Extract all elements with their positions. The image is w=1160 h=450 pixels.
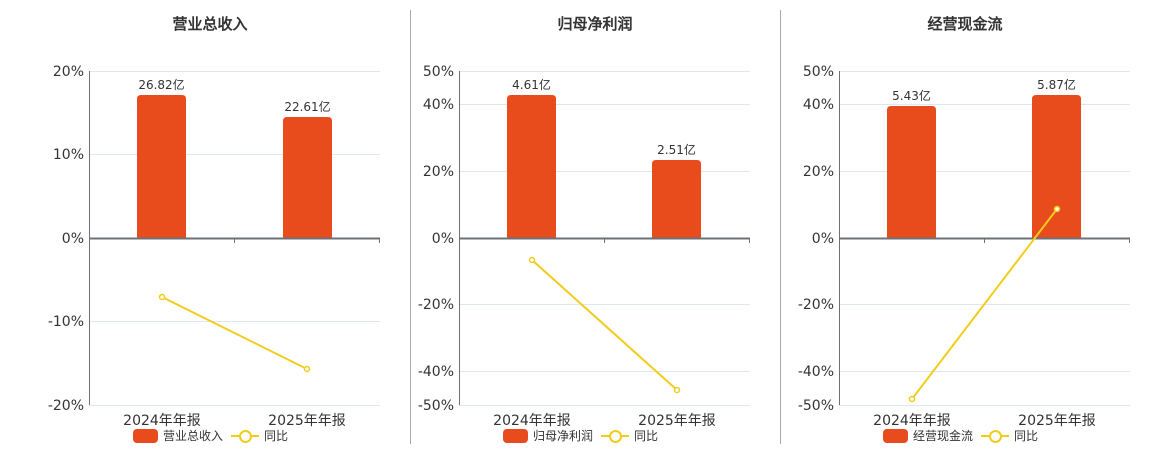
legend-line-label[interactable]: 同比 xyxy=(264,429,289,443)
chart-title: 经营现金流 xyxy=(927,15,1003,33)
y-tick: -50% xyxy=(418,398,454,414)
chart-panel-revenue: 营业总收入 20% 10% 0% -10% -20% 26.82亿 22.61亿 xyxy=(0,0,420,450)
bar[interactable] xyxy=(283,117,332,238)
panel-divider xyxy=(410,10,411,444)
legend-line-marker-icon[interactable] xyxy=(231,429,260,443)
legend-line-marker-icon[interactable] xyxy=(981,429,1010,443)
x-category-label: 2025年年报 xyxy=(638,413,716,429)
bar-value-label: 5.43亿 xyxy=(892,88,931,103)
x-category-label: 2025年年报 xyxy=(268,413,346,429)
y-tick: -40% xyxy=(418,364,454,380)
y-tick: 50% xyxy=(803,64,834,80)
x-category-label: 2024年年报 xyxy=(493,413,571,429)
bar-value-label: 5.87亿 xyxy=(1037,77,1076,92)
legend-bar-swatch-icon[interactable] xyxy=(883,428,908,443)
y-tick: 0% xyxy=(812,231,834,247)
bar-value-label: 4.61亿 xyxy=(512,77,551,92)
chart-title: 营业总收入 xyxy=(172,15,248,33)
yoy-point[interactable] xyxy=(673,386,681,394)
y-tick-labels: 50% 40% 20% 0% -20% -40% -50% xyxy=(418,64,454,414)
y-tick: 50% xyxy=(423,64,454,80)
y-tick: 20% xyxy=(423,164,454,180)
y-tick: 20% xyxy=(53,64,84,80)
chart-panel-net-profit: 归母净利润 50% 40% 20% 0% -20% -40% -50% 4.61… xyxy=(410,0,780,450)
chart-plot: 20% 10% 0% -10% -20% 26.82亿 22.61亿 2024年… xyxy=(48,64,380,429)
chart-plot: 50% 40% 20% 0% -20% -40% -50% 4.61亿 2.51… xyxy=(418,64,750,429)
grid-lines xyxy=(89,71,380,406)
x-category-label: 2024年年报 xyxy=(123,413,201,429)
yoy-point[interactable] xyxy=(528,256,536,264)
panel-divider xyxy=(780,10,781,444)
x-category-label: 2025年年报 xyxy=(1018,413,1096,429)
bar[interactable] xyxy=(887,106,936,238)
bar[interactable] xyxy=(652,160,701,238)
y-tick: 10% xyxy=(53,147,84,163)
y-tick-labels: 20% 10% 0% -10% -20% xyxy=(48,64,84,414)
legend-bar-swatch-icon[interactable] xyxy=(503,428,528,443)
legend-line-label[interactable]: 同比 xyxy=(1014,429,1039,443)
bar[interactable] xyxy=(1032,95,1081,238)
chart-legend: 营业总收入 同比 xyxy=(133,427,288,444)
x-axis xyxy=(459,237,750,243)
y-tick: -10% xyxy=(48,314,84,330)
legend-bar-label[interactable]: 经营现金流 xyxy=(913,429,974,443)
yoy-point[interactable] xyxy=(908,395,916,403)
y-tick: -50% xyxy=(798,398,834,414)
legend-bar-swatch-icon[interactable] xyxy=(133,428,158,443)
chart-legend: 归母净利润 同比 xyxy=(503,427,658,444)
chart-panel-operating-cash-flow: 经营现金流 50% 40% 20% 0% -20% -40% -50% 5.43… xyxy=(780,0,1160,450)
y-tick: 40% xyxy=(803,97,834,113)
bar-value-label: 26.82亿 xyxy=(138,77,184,92)
y-tick: -20% xyxy=(798,297,834,313)
legend-line-marker-icon[interactable] xyxy=(601,429,630,443)
y-tick: -20% xyxy=(48,398,84,414)
yoy-line[interactable] xyxy=(531,259,678,391)
chart-plot: 50% 40% 20% 0% -20% -40% -50% 5.43亿 5.87… xyxy=(798,64,1130,429)
y-tick: 20% xyxy=(803,164,834,180)
y-tick: 0% xyxy=(62,231,84,247)
x-category-label: 2024年年报 xyxy=(873,413,951,429)
legend-bar-label[interactable]: 归母净利润 xyxy=(533,429,594,443)
chart-title: 归母净利润 xyxy=(557,15,633,33)
y-tick: 0% xyxy=(432,231,454,247)
yoy-line[interactable] xyxy=(911,208,1058,400)
legend-line-label[interactable]: 同比 xyxy=(634,429,659,443)
bar[interactable] xyxy=(507,95,556,238)
y-tick: -20% xyxy=(418,297,454,313)
bar-value-label: 2.51亿 xyxy=(657,142,696,157)
x-axis xyxy=(839,237,1130,243)
bar[interactable] xyxy=(137,95,186,238)
y-tick: -40% xyxy=(798,364,834,380)
y-tick-labels: 50% 40% 20% 0% -20% -40% -50% xyxy=(798,64,834,414)
yoy-point[interactable] xyxy=(1053,205,1061,213)
y-tick: 40% xyxy=(423,97,454,113)
yoy-point[interactable] xyxy=(158,293,166,301)
bar-value-label: 22.61亿 xyxy=(284,99,330,114)
chart-legend: 经营现金流 同比 xyxy=(883,427,1038,444)
legend-bar-label[interactable]: 营业总收入 xyxy=(163,429,224,443)
yoy-point[interactable] xyxy=(303,365,311,373)
x-axis xyxy=(89,237,380,243)
yoy-line[interactable] xyxy=(161,296,308,370)
